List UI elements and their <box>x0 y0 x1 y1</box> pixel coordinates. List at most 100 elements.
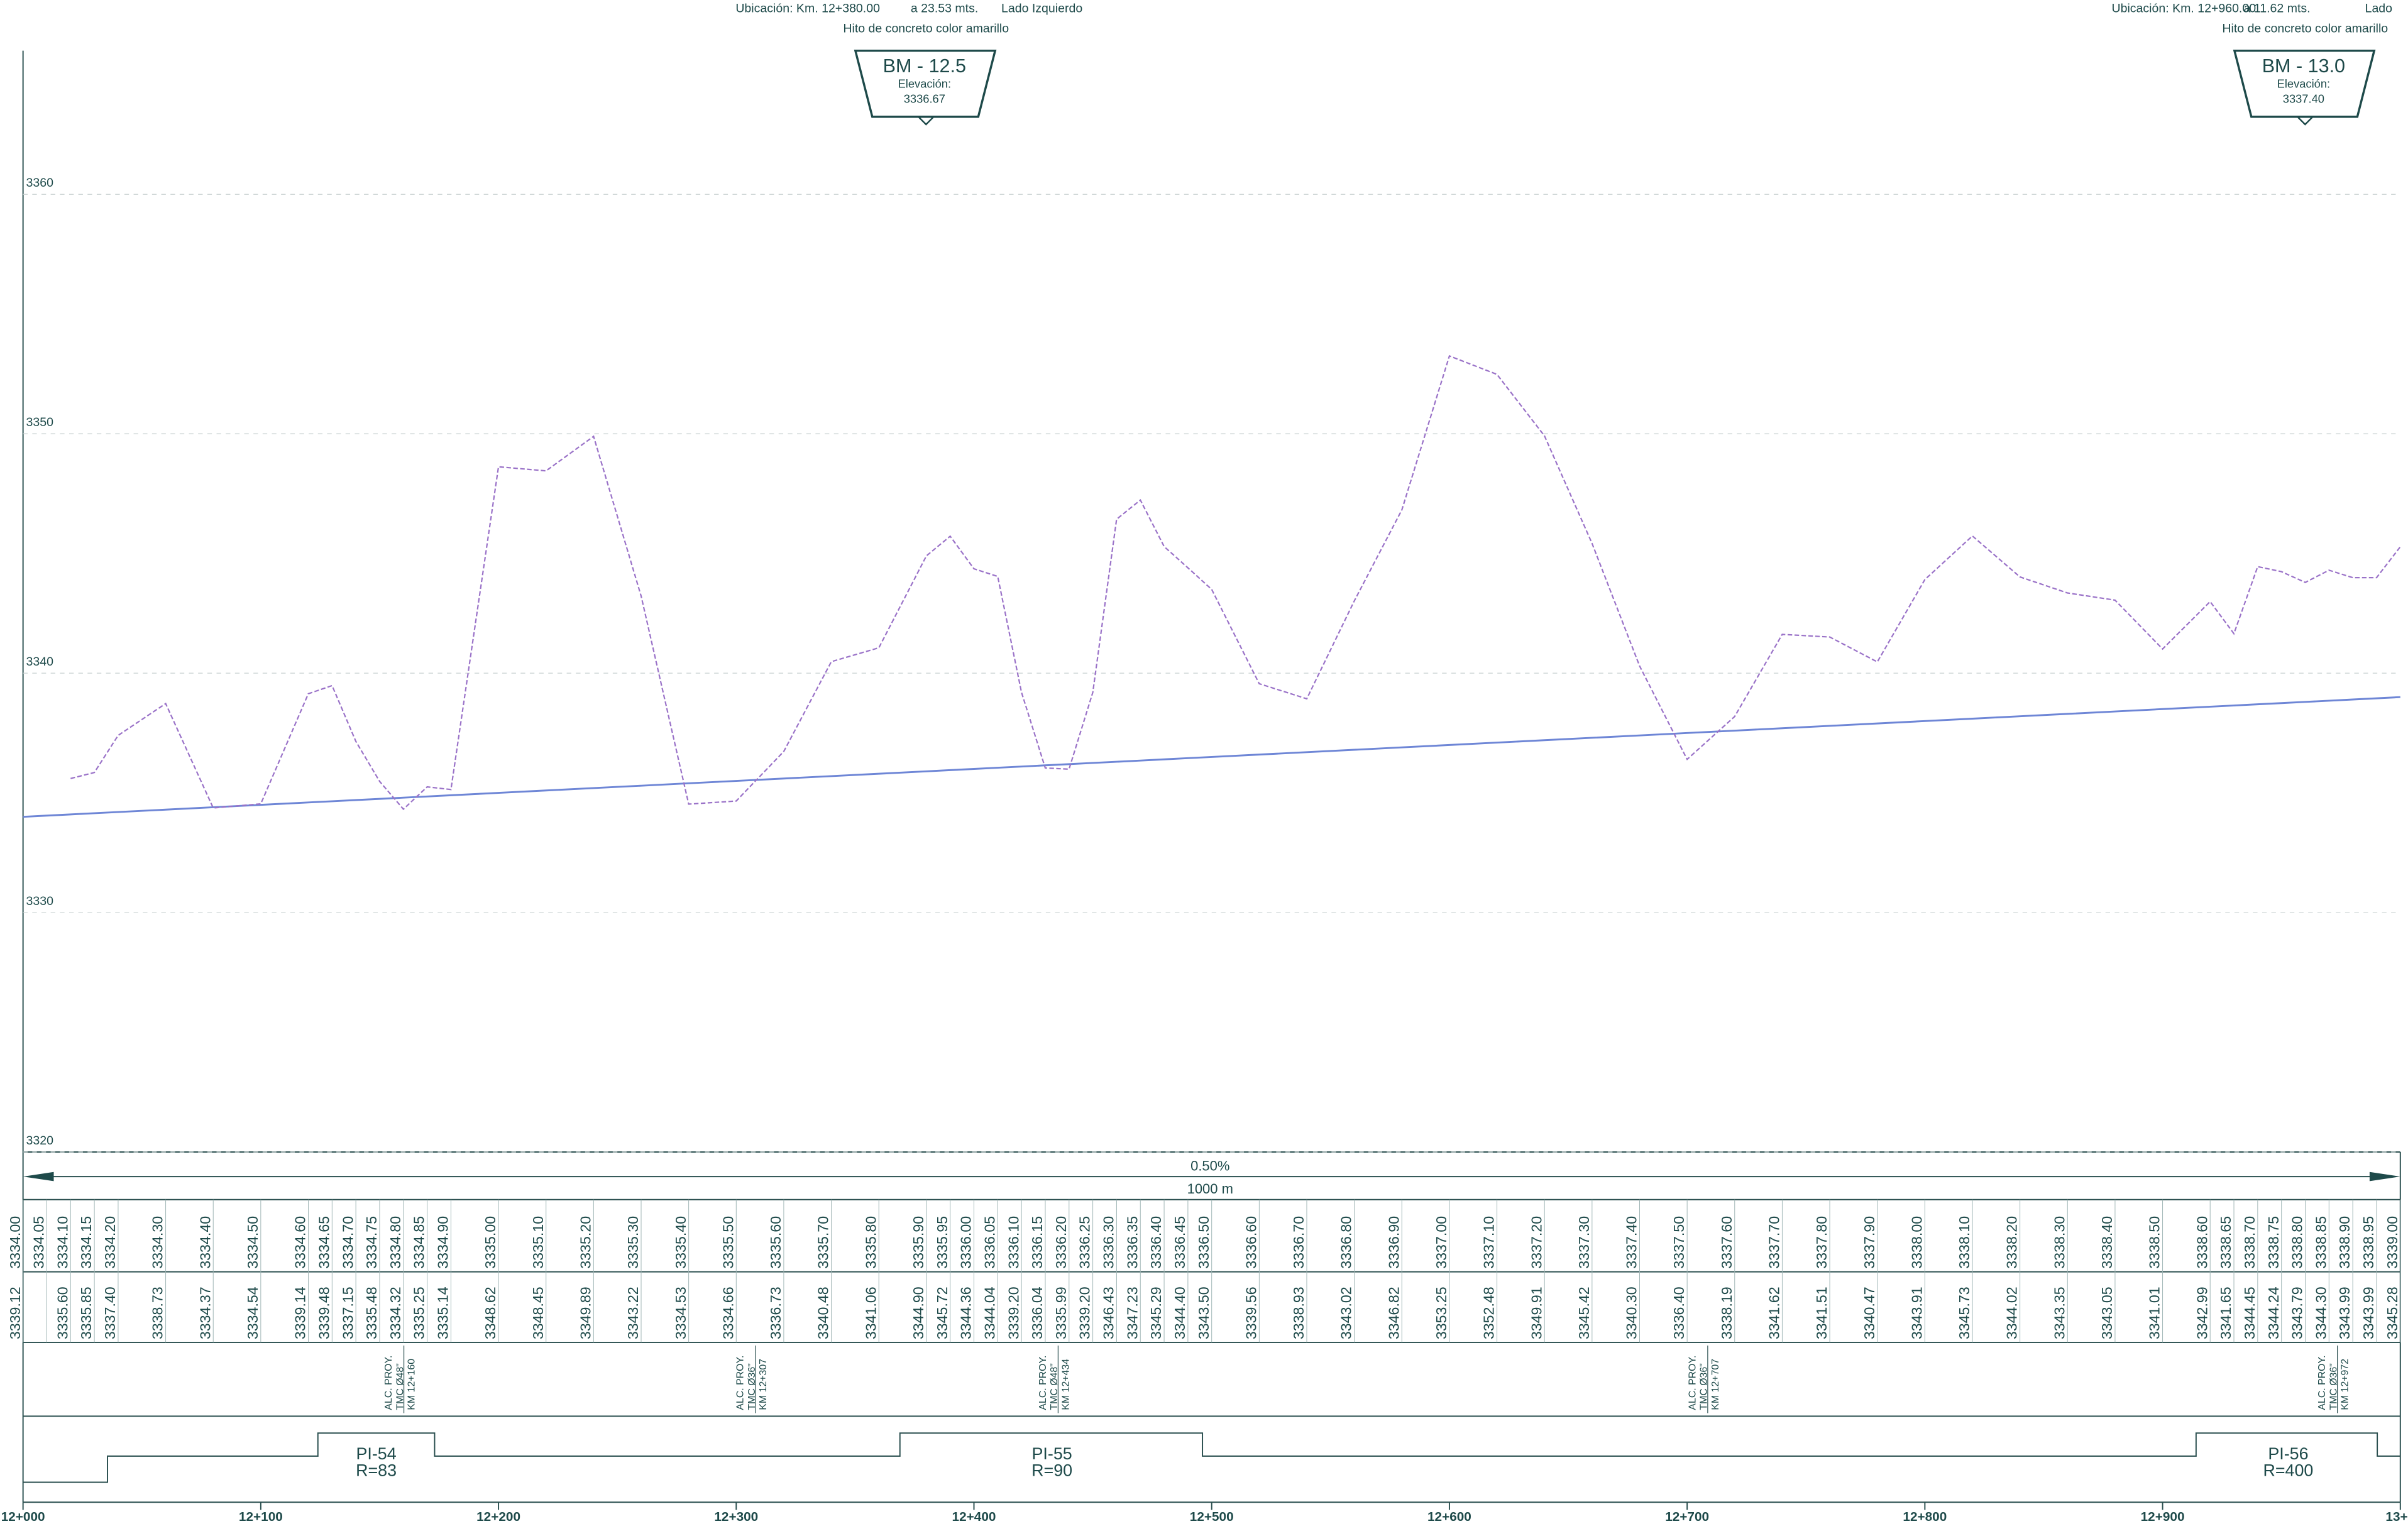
grade-elevation: 3338.75 <box>2265 1216 2282 1269</box>
ground-elevation: 3338.93 <box>1290 1286 1307 1339</box>
ground-elevation: 3343.79 <box>2289 1286 2306 1339</box>
bm-elevation-label: Elevación: <box>2277 77 2330 90</box>
ground-elevation: 3343.05 <box>2099 1286 2115 1339</box>
grade-elevation: 3338.30 <box>2051 1216 2067 1269</box>
ground-elevation: 3334.32 <box>387 1286 404 1339</box>
note-text: KM 12+307 <box>758 1359 769 1410</box>
ground-elevation: 3344.45 <box>2241 1286 2258 1339</box>
ground-elevation: 3339.48 <box>316 1286 332 1339</box>
ground-elevation: 3340.30 <box>1624 1286 1640 1339</box>
grade-elevation: 3338.65 <box>2218 1216 2234 1269</box>
note-text: TMC Ø48" <box>395 1363 405 1410</box>
grade-elevation: 3336.10 <box>1005 1216 1021 1269</box>
grade-elevation: 3334.30 <box>150 1216 166 1269</box>
grade-elevation: 3336.60 <box>1243 1216 1259 1269</box>
ground-elevation: 3335.85 <box>78 1286 94 1339</box>
ground-elevation: 3345.28 <box>2384 1286 2400 1339</box>
grade-elevation: 3338.85 <box>2312 1216 2329 1269</box>
length-label: 1000 m <box>1187 1181 1233 1197</box>
ground-elevation: 3344.36 <box>958 1286 974 1339</box>
grade-elevation: 3336.70 <box>1290 1216 1307 1269</box>
grade-elevation: 3338.20 <box>2004 1216 2020 1269</box>
ground-elevation: 3345.42 <box>1576 1286 1592 1339</box>
ground-elevation: 3348.62 <box>482 1286 498 1339</box>
bm-elevation: 3336.67 <box>904 92 945 106</box>
bm-side: Lado <box>2365 2 2393 16</box>
grade-elevation: 3338.40 <box>2099 1216 2115 1269</box>
grade-elevation: 3336.40 <box>1148 1216 1164 1269</box>
ground-elevation: 3349.89 <box>577 1286 593 1339</box>
note-text: TMC Ø48" <box>1049 1363 1060 1410</box>
bm-side: Lado Izquierdo <box>1001 2 1082 16</box>
ground-elevation: 3339.12 <box>7 1286 23 1339</box>
y-tick-label: 3360 <box>26 176 54 190</box>
grade-elevation: 3336.00 <box>958 1216 974 1269</box>
grade-elevation: 3337.90 <box>1861 1216 1877 1269</box>
grade-elevation: 3334.75 <box>363 1216 380 1269</box>
grade-elevation: 3334.90 <box>435 1216 451 1269</box>
grade-elevation: 3338.60 <box>2194 1216 2210 1269</box>
x-tick-label: 12+600 <box>1427 1510 1471 1524</box>
grade-elevation: 3338.50 <box>2147 1216 2163 1269</box>
ground-elevation: 3341.01 <box>2147 1286 2163 1339</box>
arrow-head <box>2369 1171 2400 1182</box>
y-tick-label: 3320 <box>26 1134 54 1148</box>
ground-elevation: 3339.56 <box>1243 1286 1259 1339</box>
bm-location: Ubicación: Km. 12+380.00 <box>735 2 880 16</box>
curve-name: PI-55 <box>1032 1444 1072 1463</box>
x-tick-label: 12+100 <box>239 1510 283 1524</box>
note-text: TMC Ø36" <box>1699 1363 1710 1410</box>
note-text: TMC Ø36" <box>747 1363 757 1410</box>
note-text: ALC. PROY. <box>2317 1356 2328 1410</box>
ground-elevation: 3342.99 <box>2194 1286 2210 1339</box>
ground-elevation: 3339.14 <box>292 1286 309 1339</box>
ground-elevation: 3335.14 <box>435 1286 451 1339</box>
bm-pointer <box>2297 116 2314 126</box>
grade-label: 0.50% <box>1190 1158 1229 1173</box>
ground-elevation: 3347.23 <box>1124 1286 1140 1339</box>
ground-elevation: 3335.48 <box>363 1286 380 1339</box>
grade-elevation: 3334.15 <box>78 1216 94 1269</box>
ground-elevation: 3336.04 <box>1029 1286 1045 1339</box>
ground-elevation: 3352.48 <box>1481 1286 1497 1339</box>
grade-elevation: 3334.05 <box>31 1216 47 1269</box>
grade-elevation: 3339.00 <box>2384 1216 2400 1269</box>
ground-elevation: 3336.40 <box>1671 1286 1687 1339</box>
bm-box <box>854 49 997 118</box>
ground-elevation: 3344.24 <box>2265 1286 2282 1339</box>
x-tick-label: 12+300 <box>714 1510 758 1524</box>
x-tick-label: 12+700 <box>1665 1510 1709 1524</box>
ground-elevation: 3338.19 <box>1718 1286 1735 1339</box>
arrow-head <box>23 1171 54 1182</box>
ground-elevation: 3341.65 <box>2218 1286 2234 1339</box>
note-text: ALC. PROY. <box>383 1356 394 1410</box>
ground-elevation: 3336.73 <box>767 1286 784 1339</box>
grade-line <box>23 696 2400 818</box>
ground-elevation: 3349.91 <box>1528 1286 1544 1339</box>
grade-elevation: 3336.05 <box>981 1216 998 1269</box>
note-text: TMC Ø36" <box>2328 1363 2339 1410</box>
y-tick-label: 3350 <box>26 415 54 429</box>
grade-elevation: 3334.10 <box>54 1216 70 1269</box>
grade-elevation: 3336.25 <box>1077 1216 1093 1269</box>
ground-elevation: 3335.99 <box>1053 1286 1069 1339</box>
grade-elevation: 3335.20 <box>577 1216 593 1269</box>
y-tick-label: 3340 <box>26 655 54 669</box>
grade-elevation: 3338.90 <box>2336 1216 2353 1269</box>
ground-elevation: 3337.40 <box>102 1286 118 1339</box>
bm-box <box>2233 49 2376 118</box>
note-text: ALC. PROY. <box>1687 1356 1698 1410</box>
grade-elevation: 3338.70 <box>2241 1216 2258 1269</box>
note-text: ALC. PROY. <box>735 1356 746 1410</box>
ground-elevation: 3334.66 <box>720 1286 736 1339</box>
ground-elevation: 3343.22 <box>625 1286 641 1339</box>
x-tick-label: 12+200 <box>476 1510 520 1524</box>
grade-elevation: 3336.45 <box>1172 1216 1188 1269</box>
grade-elevation: 3334.70 <box>339 1216 356 1269</box>
note-text: KM 12+434 <box>1060 1359 1071 1410</box>
grade-elevation: 3337.00 <box>1433 1216 1449 1269</box>
curve-diagram <box>23 1432 2400 1483</box>
bm-name: BM - 13.0 <box>2262 55 2345 77</box>
curve-name: PI-56 <box>2268 1444 2308 1463</box>
ground-elevation: 3341.51 <box>1813 1286 1830 1339</box>
